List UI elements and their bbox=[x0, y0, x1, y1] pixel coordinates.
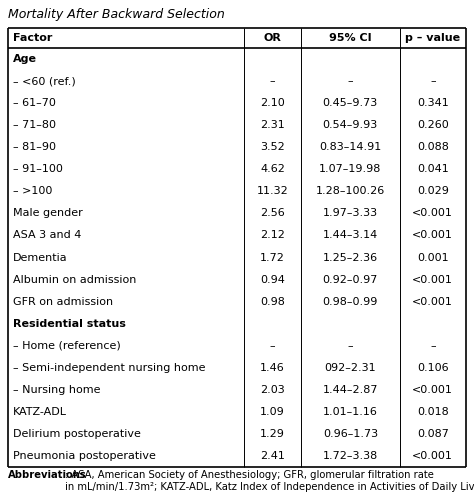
Text: – 71–80: – 71–80 bbox=[13, 120, 56, 130]
Text: Male gender: Male gender bbox=[13, 208, 83, 218]
Text: Mortality After Backward Selection: Mortality After Backward Selection bbox=[8, 8, 225, 21]
Text: 2.56: 2.56 bbox=[260, 208, 285, 218]
Text: 1.01–1.16: 1.01–1.16 bbox=[323, 407, 378, 417]
Text: <0.001: <0.001 bbox=[412, 385, 453, 395]
Text: 1.46: 1.46 bbox=[260, 363, 285, 373]
Text: Abbreviations: Abbreviations bbox=[8, 470, 87, 480]
Text: 1.44–2.87: 1.44–2.87 bbox=[323, 385, 378, 395]
Text: – Semi-independent nursing home: – Semi-independent nursing home bbox=[13, 363, 206, 373]
Text: 0.45–9.73: 0.45–9.73 bbox=[323, 98, 378, 108]
Text: Pneumonia postoperative: Pneumonia postoperative bbox=[13, 451, 156, 461]
Text: – <60 (ref.): – <60 (ref.) bbox=[13, 76, 76, 86]
Text: 0.83–14.91: 0.83–14.91 bbox=[319, 142, 382, 152]
Text: 0.018: 0.018 bbox=[417, 407, 449, 417]
Text: –: – bbox=[430, 76, 436, 86]
Text: Residential status: Residential status bbox=[13, 319, 126, 328]
Text: 1.25–2.36: 1.25–2.36 bbox=[323, 253, 378, 263]
Text: 0.96–1.73: 0.96–1.73 bbox=[323, 429, 378, 439]
Text: Albumin on admission: Albumin on admission bbox=[13, 275, 137, 285]
Text: – 91–100: – 91–100 bbox=[13, 164, 63, 174]
Text: 0.001: 0.001 bbox=[417, 253, 448, 263]
Text: Delirium postoperative: Delirium postoperative bbox=[13, 429, 141, 439]
Text: –: – bbox=[430, 341, 436, 351]
Text: 1.07–19.98: 1.07–19.98 bbox=[319, 164, 382, 174]
Text: 3.52: 3.52 bbox=[260, 142, 285, 152]
Text: : ASA, American Society of Anesthesiology; GFR, glomerular filtration rate
in mL: : ASA, American Society of Anesthesiolog… bbox=[65, 470, 474, 491]
Text: Factor: Factor bbox=[13, 33, 52, 43]
Text: – 81–90: – 81–90 bbox=[13, 142, 56, 152]
Text: 2.10: 2.10 bbox=[260, 98, 285, 108]
Text: ASA 3 and 4: ASA 3 and 4 bbox=[13, 230, 82, 240]
Text: 0.088: 0.088 bbox=[417, 142, 449, 152]
Text: –: – bbox=[270, 76, 275, 86]
Text: 0.106: 0.106 bbox=[417, 363, 448, 373]
Text: p – value: p – value bbox=[405, 33, 460, 43]
Text: 0.94: 0.94 bbox=[260, 275, 285, 285]
Text: 11.32: 11.32 bbox=[256, 186, 288, 196]
Text: <0.001: <0.001 bbox=[412, 208, 453, 218]
Text: –: – bbox=[347, 76, 353, 86]
Text: <0.001: <0.001 bbox=[412, 297, 453, 307]
Text: Dementia: Dementia bbox=[13, 253, 68, 263]
Text: – 61–70: – 61–70 bbox=[13, 98, 56, 108]
Text: –: – bbox=[270, 341, 275, 351]
Text: 1.72–3.38: 1.72–3.38 bbox=[323, 451, 378, 461]
Text: 2.31: 2.31 bbox=[260, 120, 285, 130]
Text: 0.341: 0.341 bbox=[417, 98, 449, 108]
Text: 1.29: 1.29 bbox=[260, 429, 285, 439]
Text: 1.72: 1.72 bbox=[260, 253, 285, 263]
Text: 1.28–100.26: 1.28–100.26 bbox=[316, 186, 385, 196]
Text: 0.260: 0.260 bbox=[417, 120, 449, 130]
Text: <0.001: <0.001 bbox=[412, 275, 453, 285]
Text: – >100: – >100 bbox=[13, 186, 52, 196]
Text: 092–2.31: 092–2.31 bbox=[325, 363, 376, 373]
Text: 0.041: 0.041 bbox=[417, 164, 449, 174]
Text: <0.001: <0.001 bbox=[412, 451, 453, 461]
Text: 2.03: 2.03 bbox=[260, 385, 285, 395]
Text: 95% CI: 95% CI bbox=[329, 33, 372, 43]
Text: 0.54–9.93: 0.54–9.93 bbox=[323, 120, 378, 130]
Text: 0.98–0.99: 0.98–0.99 bbox=[323, 297, 378, 307]
Text: 0.087: 0.087 bbox=[417, 429, 449, 439]
Text: 2.12: 2.12 bbox=[260, 230, 285, 240]
Text: 4.62: 4.62 bbox=[260, 164, 285, 174]
Text: 1.09: 1.09 bbox=[260, 407, 285, 417]
Text: 1.44–3.14: 1.44–3.14 bbox=[323, 230, 378, 240]
Text: –: – bbox=[347, 341, 353, 351]
Text: KATZ-ADL: KATZ-ADL bbox=[13, 407, 67, 417]
Text: – Home (reference): – Home (reference) bbox=[13, 341, 121, 351]
Text: GFR on admission: GFR on admission bbox=[13, 297, 113, 307]
Text: – Nursing home: – Nursing home bbox=[13, 385, 100, 395]
Text: <0.001: <0.001 bbox=[412, 230, 453, 240]
Text: OR: OR bbox=[264, 33, 282, 43]
Text: 1.97–3.33: 1.97–3.33 bbox=[323, 208, 378, 218]
Text: 0.029: 0.029 bbox=[417, 186, 449, 196]
Text: 0.98: 0.98 bbox=[260, 297, 285, 307]
Text: 2.41: 2.41 bbox=[260, 451, 285, 461]
Text: Age: Age bbox=[13, 54, 37, 64]
Text: 0.92–0.97: 0.92–0.97 bbox=[323, 275, 378, 285]
